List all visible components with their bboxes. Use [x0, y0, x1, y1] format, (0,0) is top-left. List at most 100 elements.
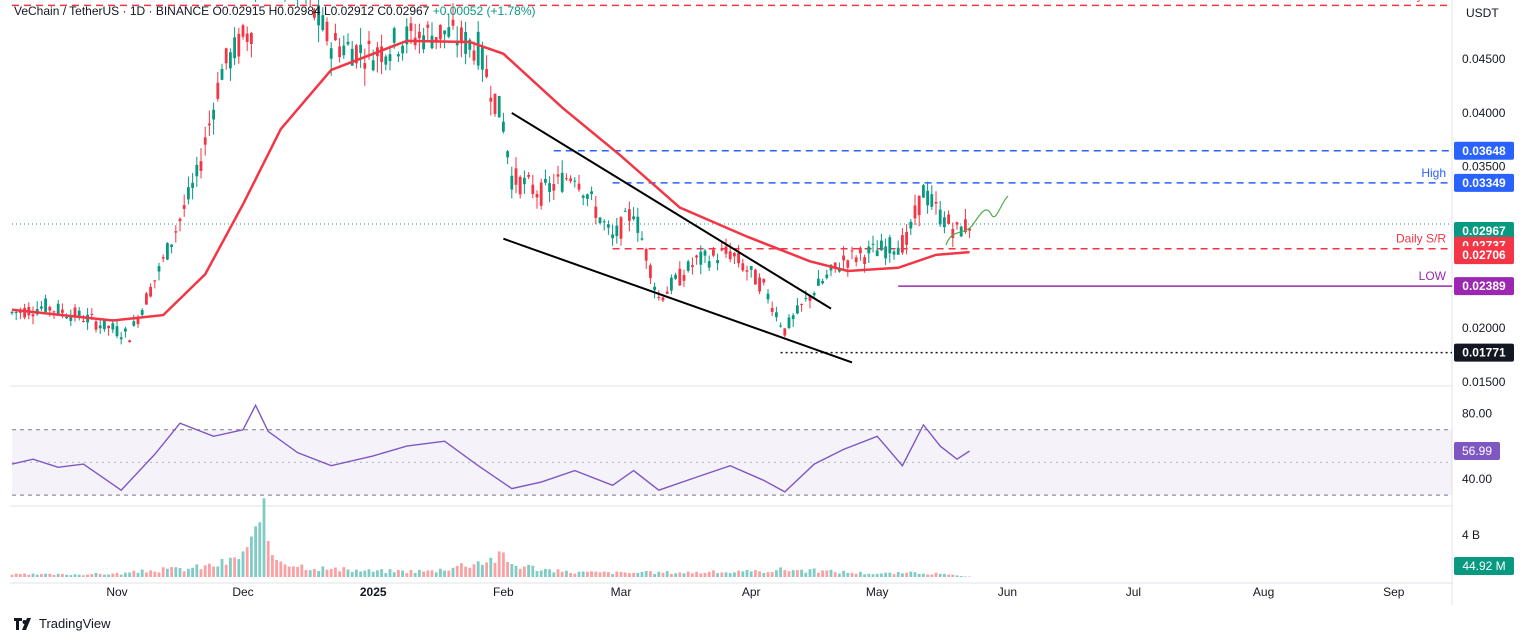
candle-body [510, 175, 514, 190]
candle-body [250, 33, 253, 44]
candle-body [800, 303, 803, 305]
candle-body [712, 249, 715, 256]
volume-bar [35, 574, 39, 577]
candle-body [598, 217, 602, 223]
candle-body [136, 317, 140, 325]
rsi-line [11, 403, 970, 493]
volume-bar [266, 540, 270, 577]
candle-body [317, 5, 320, 26]
candle-body [10, 311, 14, 314]
candle-body [682, 275, 686, 281]
volume-bar [48, 573, 52, 577]
price-tag [1454, 277, 1514, 296]
candle-body [346, 41, 350, 45]
candle-body [359, 44, 362, 53]
volume-bar [422, 571, 425, 577]
candle-body [107, 325, 110, 329]
price-tag-label: 0.03648 [1462, 144, 1506, 158]
candle-body [720, 249, 724, 251]
candle-body [548, 183, 551, 193]
candle-body [737, 252, 740, 264]
volume-bar [661, 572, 665, 577]
time-tick-label: Mar [611, 585, 632, 599]
price-change: +0.00052 (+1.78%) [432, 4, 536, 18]
volume-bar [657, 571, 661, 577]
candle-body [380, 46, 383, 63]
candle-body [61, 309, 64, 313]
candle-body [527, 174, 530, 177]
candle-body [392, 28, 396, 43]
volume-bar [317, 571, 320, 577]
price-tick-label: 0.01500 [1462, 375, 1506, 389]
volume-bar [485, 562, 488, 577]
candle-body [409, 23, 413, 31]
candle-body [489, 97, 493, 102]
candle-body [703, 250, 707, 256]
volume-bar [556, 569, 560, 577]
volume-bar [262, 498, 266, 577]
volume-bar [720, 572, 724, 577]
candle-body [581, 195, 585, 198]
time-tick-label: Feb [493, 585, 514, 599]
volume-bar [783, 570, 787, 577]
candle-body [556, 174, 560, 177]
symbol-name[interactable]: VeChain / TetherUS · 1D · BINANCE [14, 4, 210, 18]
candle-body [342, 45, 346, 56]
candle-body [565, 178, 568, 180]
tradingview-watermark[interactable]: TradingView [14, 616, 111, 631]
volume-bar [653, 573, 656, 577]
volume-bar [308, 570, 312, 577]
volume-bar [52, 574, 56, 577]
candle-body [779, 325, 782, 327]
volume-bar [464, 566, 467, 577]
volume-bar [779, 567, 782, 577]
volume-bar [61, 573, 64, 577]
volume-bar [640, 572, 644, 577]
volume-bar [896, 571, 900, 577]
volume-value-tag [1454, 557, 1514, 575]
volume-bar [287, 566, 291, 577]
volume-bar [623, 572, 627, 577]
candle-body [875, 250, 879, 257]
candle-body [796, 305, 799, 314]
volume-bar [838, 573, 841, 577]
volume-bar [321, 566, 325, 577]
candle-body [611, 234, 614, 239]
volume-bar [754, 570, 757, 577]
candle-body [649, 265, 652, 279]
volume-bar [430, 570, 434, 577]
volume-bar [460, 563, 463, 577]
time-tick-label: Aug [1253, 585, 1274, 599]
candle-body [812, 293, 816, 296]
candle-body [14, 312, 18, 314]
volume-bar [917, 573, 921, 577]
candle-body [670, 277, 673, 291]
volume-bar [518, 568, 522, 577]
volume-bar [481, 564, 484, 577]
candle-body [544, 178, 547, 183]
volume-bar [82, 575, 85, 577]
candle-body [241, 25, 245, 37]
candle-body [867, 246, 871, 254]
candle-body [203, 137, 207, 145]
volume-bar [913, 572, 917, 577]
candle-body [842, 255, 845, 261]
candle-body [481, 45, 484, 70]
rsi-value-tag [1454, 442, 1500, 461]
candle-body [892, 251, 896, 255]
candle-body [573, 180, 577, 182]
volume-bar [451, 567, 455, 577]
volume-bar [964, 576, 967, 577]
volume-bar [359, 571, 362, 577]
candle-body [497, 96, 501, 118]
volume-bar [497, 551, 501, 577]
candle-body [623, 210, 627, 212]
volume-bar [909, 571, 913, 577]
volume-bar [901, 573, 904, 577]
volume-bar [313, 568, 316, 577]
volume-bar [23, 573, 26, 577]
currency-box [1456, 2, 1504, 24]
volume-bar [569, 572, 572, 577]
volume-bar [418, 569, 421, 577]
